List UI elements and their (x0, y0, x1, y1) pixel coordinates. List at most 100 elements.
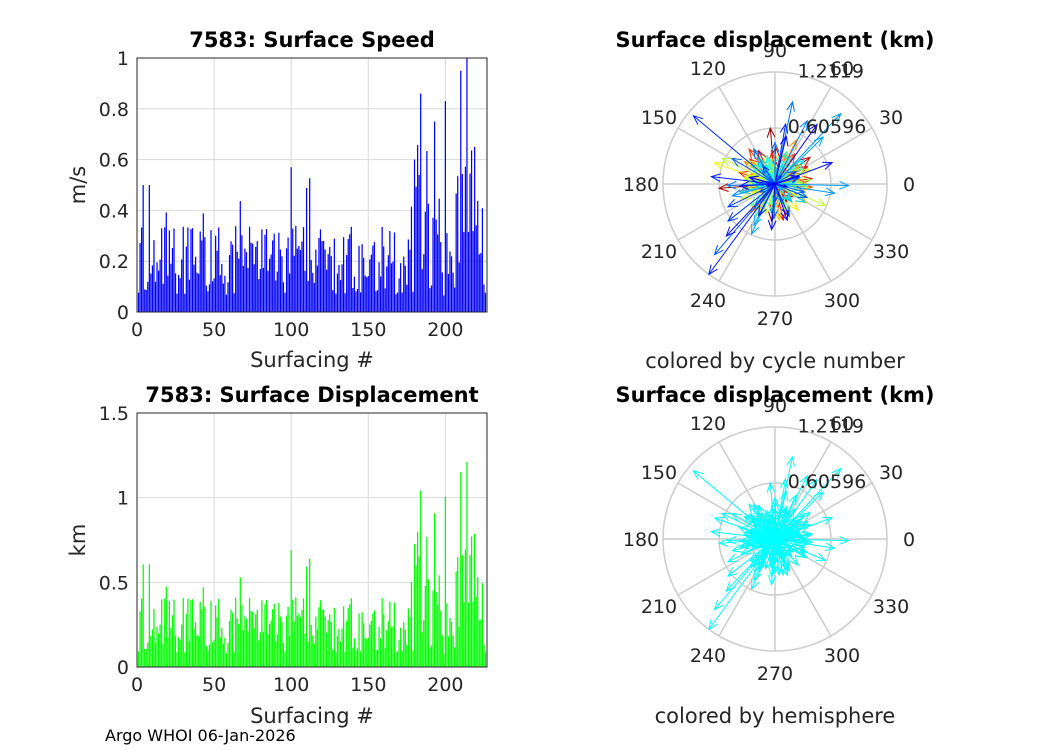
polar-cycle-arrow (774, 183, 807, 203)
displacement-bar (222, 643, 224, 667)
speed-bar (233, 293, 235, 312)
speed-bar (157, 270, 160, 312)
displacement-bar (224, 637, 226, 667)
polar-cycle-arrow (765, 154, 776, 185)
polar-cycle-angle-label: 30 (879, 107, 903, 129)
speed-bar (139, 243, 141, 312)
speed-bar (335, 293, 337, 312)
displacement-bar (364, 637, 366, 667)
displacement-bar (171, 615, 174, 667)
speed-bar (185, 246, 187, 312)
speed-bar (211, 281, 214, 312)
polar-cycle-angle-label: 150 (641, 107, 677, 129)
speed-bar (187, 227, 189, 312)
speed-bar (204, 237, 206, 312)
polar-hemisphere-arrow (774, 538, 793, 558)
displacement-bar (290, 550, 292, 667)
polar-cycle-title: Surface displacement (km) (615, 28, 934, 52)
speed-bar (366, 277, 368, 312)
speed-ytick-label: 1 (117, 48, 129, 70)
polar-hemisphere-arrow (774, 536, 850, 545)
speed-bar (305, 187, 308, 312)
displacement-xlabel: Surfacing # (250, 704, 374, 728)
speed-bar (248, 226, 251, 312)
displacement-bar (204, 606, 206, 667)
displacement-bar (396, 651, 399, 667)
displacement-ytick-label: 0.5 (99, 572, 129, 594)
displacement-bar (210, 600, 212, 667)
speed-bar (338, 264, 340, 312)
polar-hemisphere-arrow (748, 530, 776, 540)
displacement-bar (386, 630, 388, 667)
speed-bar (375, 291, 377, 312)
polar-hemisphere-angle-label: 300 (824, 645, 860, 667)
speed-bar (253, 264, 255, 312)
displacement-bar (194, 622, 197, 667)
speed-bar (178, 274, 180, 312)
speed-bar (270, 254, 272, 312)
displacement-bar (474, 533, 476, 667)
speed-bar (278, 232, 280, 312)
polar-hemisphere-angle-label: 240 (690, 645, 726, 667)
displacement-bar (276, 634, 278, 667)
speed-bar (400, 263, 402, 312)
speed-bar (141, 227, 143, 312)
speed-bar (367, 275, 369, 312)
polar-hemisphere-arrow (765, 509, 776, 540)
speed-bar (207, 291, 209, 312)
displacement-bar (447, 636, 450, 667)
polar-hemisphere-title: Surface displacement (km) (615, 383, 934, 407)
speed-bar (418, 174, 420, 312)
displacement-bar (349, 604, 351, 667)
displacement-bar (208, 644, 211, 667)
displacement-bar (202, 587, 204, 667)
speed-bar (154, 281, 157, 312)
displacement-bar (256, 609, 258, 667)
displacement-bar (193, 628, 195, 667)
speed-bar (241, 235, 243, 312)
speed-bar (469, 173, 471, 312)
speed-bar (395, 294, 397, 312)
polar-hemisphere-angle-label: 60 (830, 413, 854, 435)
displacement-bar (151, 629, 154, 667)
speed-bar (316, 265, 319, 312)
speed-bar (236, 251, 238, 312)
speed-bar (151, 265, 154, 312)
speed-bar (341, 264, 343, 312)
displacement-bar (264, 604, 266, 667)
displacement-bar (467, 602, 470, 667)
speed-bar (332, 290, 334, 312)
speed-bar (299, 249, 302, 312)
displacement-bar (219, 637, 221, 667)
displacement-bar (282, 642, 285, 667)
displacement-bar (250, 611, 252, 667)
speed-bar (420, 93, 422, 312)
speed-bar (387, 255, 389, 312)
speed-bar (415, 186, 417, 312)
displacement-bar (372, 613, 374, 667)
speed-bar (315, 249, 317, 312)
speed-bar (307, 280, 309, 312)
speed-bar (258, 279, 260, 312)
speed-bars (137, 58, 487, 313)
speed-bar (363, 257, 365, 312)
displacement-bar (231, 612, 234, 667)
speed-bar (205, 285, 207, 312)
speed-bar (262, 268, 265, 312)
displacement-bar (463, 602, 465, 667)
speed-bar (444, 101, 446, 313)
speed-bar (347, 239, 349, 312)
speed-bar (219, 275, 221, 312)
speed-bar (145, 289, 147, 312)
speed-bar (457, 176, 459, 312)
displacement-bar (395, 652, 397, 667)
displacement-bar (403, 622, 405, 667)
displacement-bar (289, 635, 291, 667)
displacement-bar (278, 602, 280, 667)
displacement-bar (225, 652, 228, 667)
speed-bar (148, 185, 150, 312)
polar-cycle-angle-label: 210 (641, 241, 677, 263)
speed-bar (181, 259, 183, 312)
displacement-bar (330, 621, 332, 667)
displacement-bar (227, 643, 229, 667)
